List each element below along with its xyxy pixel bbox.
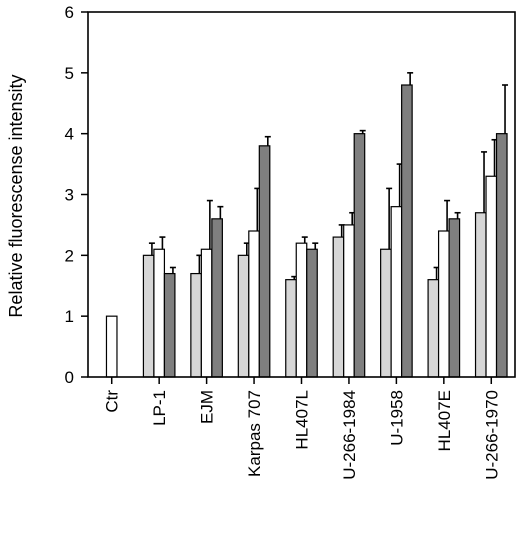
- bar-u-266-1984-s1: [332, 236, 345, 378]
- bar-ejm-s2: [200, 248, 213, 378]
- bar-karpas-707-s3: [258, 145, 271, 378]
- bar-lp-1-s2: [153, 248, 166, 378]
- bar-u-266-1970-s3: [495, 133, 508, 378]
- y-tick-label: 5: [65, 64, 74, 83]
- y-tick-label: 0: [65, 368, 74, 387]
- bar-karpas-707-s2: [248, 230, 260, 378]
- x-tick-label: U-1958: [387, 390, 406, 446]
- x-tick-label: EJM: [198, 390, 217, 424]
- x-tick-label: Ctr: [103, 390, 122, 413]
- bar-u-266-1970-s2: [485, 175, 498, 378]
- x-tick-label: LP-1: [150, 390, 169, 426]
- bar-hl407e-s3: [448, 218, 461, 378]
- bar-hl407l-s2: [295, 242, 308, 378]
- bar-u-266-1984-s2: [343, 224, 355, 378]
- bar-hl407l-s1: [285, 279, 297, 378]
- bar-hl407l-s3: [306, 248, 318, 378]
- axes-layer: [81, 11, 516, 384]
- y-axis-title: Relative fluorescense intensity: [6, 74, 26, 317]
- bars-layer: [105, 72, 509, 378]
- bar-karpas-707-s1: [237, 254, 250, 378]
- x-tick-label: HL407L: [293, 390, 312, 450]
- bar-hl407e-s2: [437, 230, 450, 378]
- bar-ejm-s3: [211, 218, 223, 378]
- labels-layer: Ctr LP-1 EJM Karpas 707 HL407L U-266-1984 U-19…: [65, 3, 502, 480]
- bar-ctr-s2: [105, 315, 118, 378]
- y-tick-label: 1: [65, 307, 74, 326]
- y-tick-label: 2: [65, 246, 74, 265]
- bar-u-1958-s2: [390, 206, 403, 378]
- bar-u-1958-s3: [401, 84, 413, 378]
- bar-u-266-1970-s1: [474, 212, 487, 378]
- x-tick-label: HL407E: [435, 390, 454, 451]
- bar-u-266-1984-s3: [353, 133, 366, 378]
- bar-ejm-s1: [190, 272, 202, 378]
- bar-lp-1-s1: [142, 254, 155, 378]
- y-tick-label: 4: [65, 125, 74, 144]
- x-tick-label: Karpas 707: [245, 390, 264, 477]
- y-tick-label: 3: [65, 186, 74, 205]
- bar-u-1958-s1: [380, 248, 392, 378]
- bar-hl407e-s1: [427, 279, 440, 378]
- x-tick-label: U-266-1970: [482, 390, 501, 480]
- y-tick-label: 6: [65, 3, 74, 22]
- bar-lp-1-s3: [163, 272, 176, 378]
- x-tick-label: U-266-1984: [340, 390, 359, 480]
